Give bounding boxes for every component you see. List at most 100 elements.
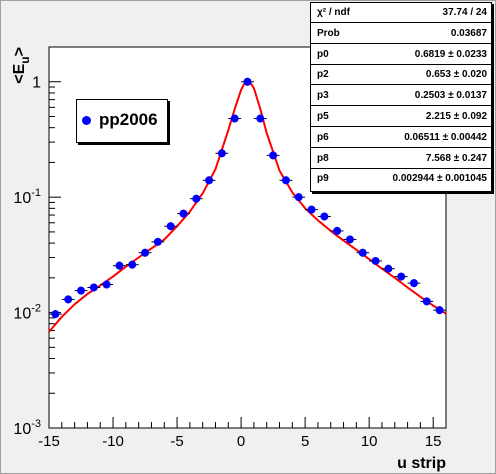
x-tick-label: 15 bbox=[425, 433, 442, 450]
y-axis-title: <Eu> bbox=[11, 47, 32, 84]
data-marker bbox=[307, 205, 316, 214]
stats-value: 0.03687 bbox=[450, 27, 487, 39]
data-marker bbox=[115, 261, 124, 270]
data-point bbox=[215, 149, 229, 158]
data-point bbox=[292, 193, 306, 202]
stats-name: p6 bbox=[317, 131, 329, 143]
data-marker bbox=[192, 194, 201, 203]
stats-separator bbox=[311, 167, 491, 169]
data-marker bbox=[230, 114, 239, 123]
x-tick-label: 0 bbox=[237, 433, 245, 450]
stats-row: p3 0.2503 ± 0.0137 bbox=[311, 86, 491, 107]
data-marker bbox=[153, 237, 162, 246]
data-marker bbox=[77, 286, 86, 295]
stats-row: χ² / ndf 37.74 / 24 bbox=[311, 3, 491, 23]
stats-value: 0.653 ± 0.020 bbox=[425, 69, 487, 81]
stats-value: 0.2503 ± 0.0137 bbox=[414, 90, 487, 102]
data-marker bbox=[409, 279, 418, 288]
data-point bbox=[330, 226, 344, 235]
y-tick-label: 10-2 bbox=[13, 303, 41, 323]
data-point bbox=[228, 114, 242, 123]
stats-separator bbox=[311, 105, 491, 107]
stats-value: 0.06511 ± 0.00442 bbox=[404, 131, 487, 143]
data-marker bbox=[358, 248, 367, 257]
data-marker bbox=[269, 151, 278, 160]
data-marker bbox=[128, 260, 137, 269]
stats-row: p8 7.568 ± 0.247 bbox=[311, 149, 491, 169]
data-point bbox=[381, 264, 395, 273]
data-point bbox=[177, 209, 190, 218]
data-marker bbox=[89, 283, 98, 292]
data-point bbox=[369, 256, 382, 265]
stats-name: Prob bbox=[317, 27, 340, 39]
data-point bbox=[433, 306, 446, 315]
data-point bbox=[266, 151, 280, 160]
data-marker bbox=[422, 297, 431, 306]
data-marker bbox=[371, 256, 380, 265]
stats-row: Prob 0.03687 bbox=[311, 24, 491, 44]
stats-separator bbox=[311, 42, 491, 44]
data-marker bbox=[397, 272, 406, 281]
data-marker bbox=[217, 149, 226, 158]
data-marker bbox=[51, 310, 60, 319]
data-marker bbox=[281, 176, 290, 185]
data-point bbox=[189, 194, 203, 203]
data-marker bbox=[384, 264, 393, 273]
data-point bbox=[74, 286, 88, 295]
legend: pp2006 bbox=[76, 99, 168, 143]
x-tick-label: -10 bbox=[102, 433, 124, 450]
x-axis-title: u strip bbox=[397, 455, 446, 472]
data-point bbox=[61, 295, 75, 304]
data-point bbox=[420, 297, 434, 306]
data-point bbox=[394, 272, 408, 281]
y-tick-label: 10-3 bbox=[13, 418, 41, 438]
data-point bbox=[87, 283, 101, 292]
data-point bbox=[125, 260, 139, 269]
data-marker bbox=[64, 295, 73, 304]
data-point bbox=[356, 248, 370, 257]
data-point bbox=[164, 222, 178, 231]
data-marker bbox=[256, 114, 265, 123]
data-marker bbox=[179, 209, 188, 218]
stats-name: p0 bbox=[317, 48, 329, 60]
data-point bbox=[49, 310, 62, 319]
stats-separator bbox=[311, 126, 491, 127]
fit-statistics-box: χ² / ndf 37.74 / 24 Prob 0.03687 p0 0.6819 ± … bbox=[310, 2, 492, 192]
data-point bbox=[253, 114, 267, 123]
data-point bbox=[138, 248, 152, 257]
data-point bbox=[151, 237, 165, 246]
stats-value: 37.74 / 24 bbox=[442, 7, 487, 18]
x-tick-label: -5 bbox=[170, 433, 183, 450]
stats-value: 0.002944 ± 0.001045 bbox=[392, 173, 487, 185]
stats-value: 2.215 ± 0.092 bbox=[425, 111, 487, 122]
stats-name: χ² / ndf bbox=[317, 7, 350, 18]
data-point bbox=[317, 212, 331, 221]
stats-name: p5 bbox=[317, 111, 329, 122]
stats-row: p0 0.6819 ± 0.0233 bbox=[311, 45, 491, 65]
stats-separator bbox=[311, 84, 491, 86]
stats-name: p3 bbox=[317, 90, 329, 102]
stats-value: 7.568 ± 0.247 bbox=[425, 152, 487, 164]
stats-value: 0.6819 ± 0.0233 bbox=[414, 48, 487, 60]
stats-name: p9 bbox=[317, 173, 329, 185]
data-marker bbox=[166, 222, 175, 231]
stats-name: p2 bbox=[317, 69, 329, 81]
x-tick-label: 10 bbox=[361, 433, 378, 450]
stats-row: p5 2.215 ± 0.092 bbox=[311, 107, 491, 127]
data-point bbox=[100, 280, 114, 289]
stats-separator bbox=[311, 22, 491, 23]
data-point bbox=[113, 261, 126, 270]
data-point bbox=[343, 235, 357, 244]
data-marker bbox=[435, 306, 444, 315]
stats-separator bbox=[311, 63, 491, 65]
data-marker bbox=[320, 212, 329, 221]
data-point bbox=[407, 279, 421, 288]
data-point bbox=[305, 205, 318, 214]
stats-row: p6 0.06511 ± 0.00442 bbox=[311, 128, 491, 148]
data-marker bbox=[205, 176, 214, 185]
stats-row: p9 0.002944 ± 0.001045 bbox=[311, 169, 491, 189]
stats-separator bbox=[311, 146, 491, 148]
data-marker bbox=[345, 235, 354, 244]
x-tick-label: -15 bbox=[38, 433, 60, 450]
data-marker bbox=[102, 280, 111, 289]
